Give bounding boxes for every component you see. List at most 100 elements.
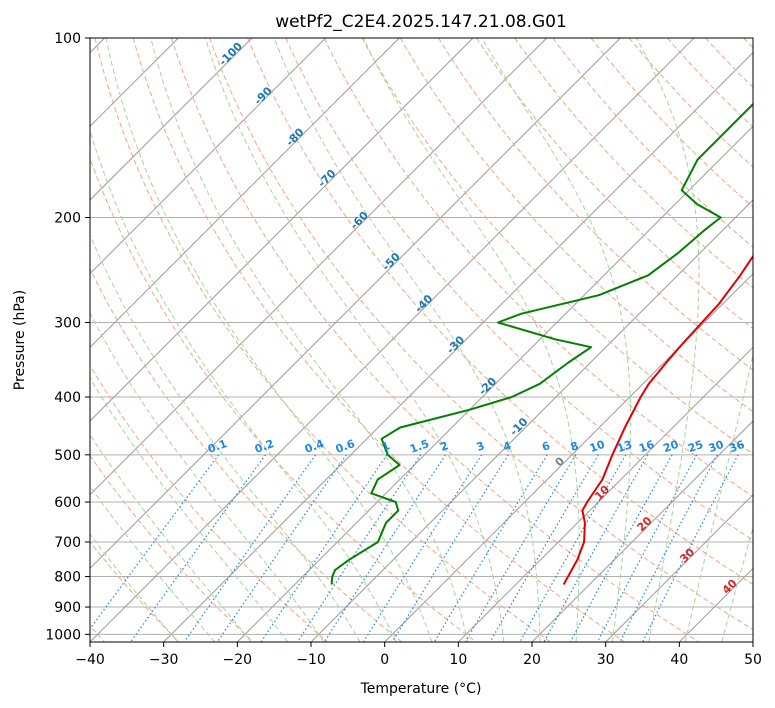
dewpoint-profile	[330, 102, 753, 585]
x-tick-label: −20	[223, 652, 253, 668]
moist-adiabat	[204, 38, 505, 642]
moist-adiabat	[150, 38, 469, 642]
x-tick-label: 50	[744, 652, 762, 668]
dry-adiabat	[90, 454, 254, 642]
y-tick-label: 900	[54, 600, 81, 616]
mixing-ratio-label: 3	[475, 439, 487, 454]
mixing-ratio-label: 10	[588, 438, 607, 456]
mixing-ratio-line	[519, 454, 627, 642]
moist-adiabat	[362, 38, 580, 642]
moist-adiabat	[721, 526, 753, 642]
x-tick-label: −30	[149, 652, 179, 668]
moist-adiabat	[90, 233, 361, 642]
moist-adiabat	[684, 353, 753, 642]
dry-adiabat	[628, 38, 753, 168]
isotherm-line	[605, 493, 753, 642]
y-tick-label: 400	[54, 390, 81, 406]
isotherm-line	[90, 38, 400, 349]
dry-adiabat	[399, 38, 753, 413]
mixing-ratio-line	[296, 454, 422, 642]
isotherm-line	[90, 38, 474, 422]
x-axis-label: Temperature (°C)	[360, 681, 482, 697]
dry-adiabat	[514, 38, 753, 289]
isotherm-line	[90, 38, 253, 201]
dry-adiabat	[132, 38, 625, 642]
x-tick-label: 0	[380, 652, 389, 668]
grid-layer	[90, 38, 753, 642]
plot-background	[90, 38, 753, 642]
mixing-ratio-label: 36	[727, 438, 746, 456]
y-tick-label: 300	[54, 316, 81, 332]
chart-title: wetPf2_C2E4.2025.147.21.08.G01	[275, 12, 567, 32]
x-tick-label: 10	[449, 652, 467, 668]
mixing-ratio-line	[619, 454, 718, 642]
dry-adiabat	[94, 38, 551, 642]
mixing-ratio-label: 16	[637, 438, 656, 456]
dry-adiabat	[552, 38, 753, 248]
mixing-ratio-line	[433, 454, 548, 642]
mixing-ratio-label: 1	[380, 439, 392, 454]
axis-layer: −40 −30 −20 −10 0 10 20 30 40 5010020030040050060…	[45, 31, 762, 668]
mixing-ratio-line	[362, 454, 483, 642]
moist-adiabat	[90, 128, 397, 642]
y-tick-label: 200	[54, 211, 81, 227]
temperature-profile	[562, 254, 753, 585]
isotherm-line	[90, 38, 621, 570]
mixing-ratio-label: 0.2	[253, 437, 276, 456]
y-tick-label: 500	[54, 448, 81, 464]
moist-adiabat	[105, 38, 433, 642]
dry-adiabat	[170, 38, 700, 642]
mixing-ratio-line	[464, 454, 577, 642]
isotherm-line	[236, 125, 753, 642]
y-tick-label: 700	[54, 535, 81, 551]
mixing-ratio-label: 0.4	[303, 437, 326, 456]
mixing-ratio-label: 6	[540, 439, 552, 454]
isotherm-line	[90, 38, 548, 496]
isotherm-line	[90, 38, 327, 275]
moist-adiabat	[90, 312, 325, 642]
moist-adiabat	[636, 38, 700, 642]
mixing-ratio-line	[596, 454, 698, 642]
mixing-ratio-line	[130, 454, 267, 642]
x-tick-label: −40	[75, 652, 105, 668]
y-tick-label: 100	[54, 31, 81, 47]
dry-adiabat	[90, 364, 328, 642]
mixing-ratio-label: 2	[439, 439, 451, 454]
mixing-ratio-label: 30	[707, 438, 726, 456]
y-axis-label: Pressure (hPa)	[12, 290, 28, 390]
mixing-ratio-label: 0.1	[206, 437, 229, 456]
dry-adiabat	[437, 38, 753, 371]
mixing-ratio-label: 4	[501, 439, 513, 454]
x-tick-label: −10	[296, 652, 326, 668]
mixing-ratio-label: 1.5	[408, 437, 431, 456]
isotherm-line	[457, 346, 753, 642]
dry-adiabat	[247, 38, 753, 586]
dry-adiabat	[323, 38, 753, 498]
mixing-ratio-label: 0.6	[334, 437, 357, 456]
mixing-ratio-line	[391, 454, 509, 642]
data-layer	[330, 102, 753, 585]
dry-adiabat	[90, 157, 477, 642]
mixing-ratio-label: 13	[615, 438, 634, 455]
mixing-ratio-label: 25	[686, 438, 705, 455]
x-tick-label: 20	[523, 652, 541, 668]
x-tick-label: 30	[597, 652, 615, 668]
isotherm-line	[310, 199, 753, 642]
dry-adiabat	[285, 38, 753, 541]
dry-adiabat	[209, 38, 753, 631]
mixing-ratio-label: 8	[569, 439, 581, 454]
mixing-ratio-line	[323, 454, 447, 642]
y-tick-label: 1000	[45, 627, 81, 643]
isotherm-line	[752, 641, 753, 642]
moist-adiabat	[273, 38, 541, 642]
mixing-ratio-label: 20	[662, 438, 681, 456]
mixing-ratio-line	[260, 454, 388, 642]
mixing-ratio-line	[90, 454, 220, 630]
plot-frame	[89, 37, 754, 643]
x-tick-label: 40	[670, 652, 688, 668]
moist-adiabat	[481, 38, 632, 642]
y-tick-label: 600	[54, 495, 81, 511]
y-tick-label: 800	[54, 570, 81, 586]
dry-adiabat	[90, 267, 403, 642]
